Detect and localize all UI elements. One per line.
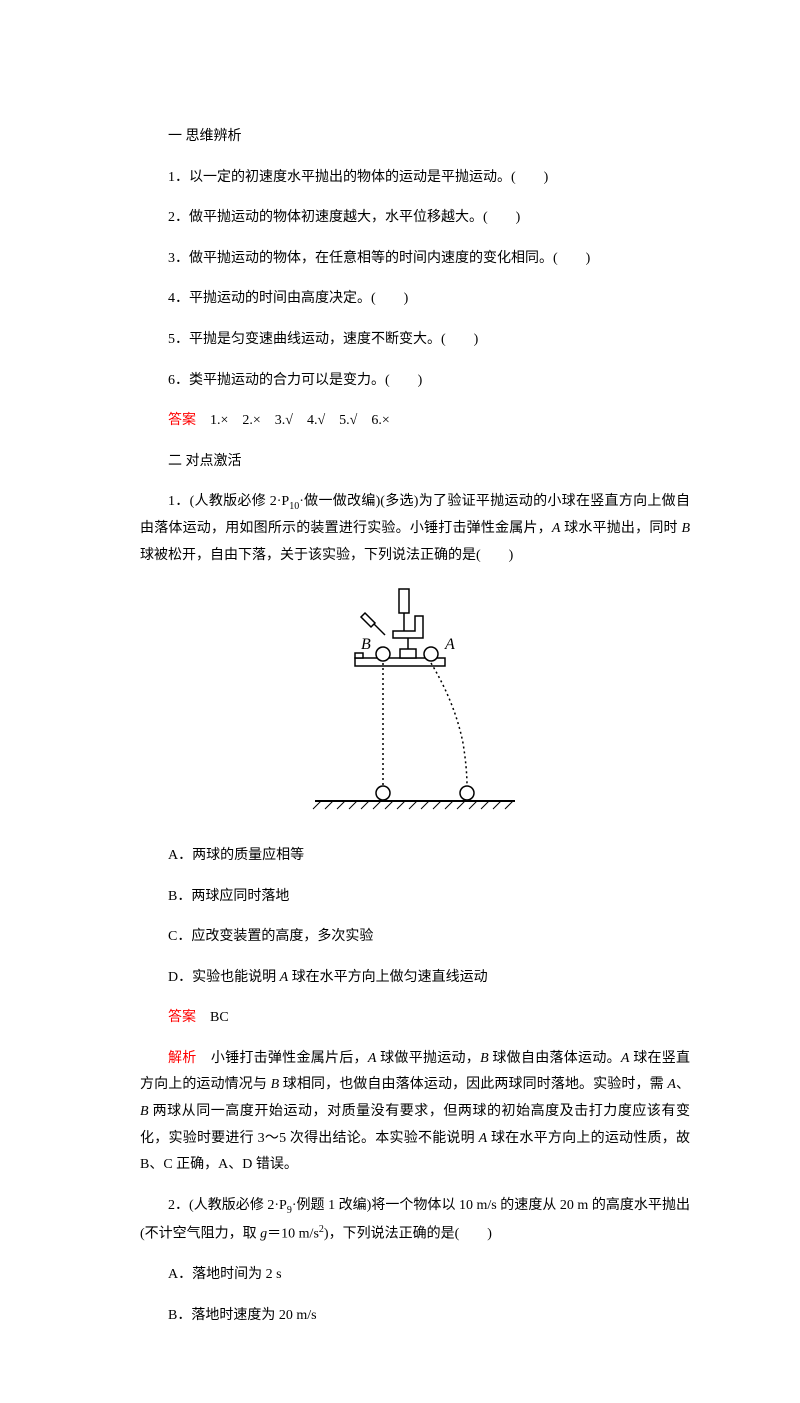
physics-diagram: B A — [305, 583, 525, 818]
s1-item1: 1．以一定的初速度水平抛出的物体的运动是平抛运动。( ) — [140, 165, 690, 192]
q1-B: B — [681, 521, 690, 536]
q1-exp-p5: 球相同，也做自由落体运动，因此两球同时落地。实验时，需 — [279, 1077, 667, 1092]
q2-stem-post: )，下列说法正确的是( ) — [324, 1226, 492, 1241]
q1-exp-A4: A — [479, 1131, 488, 1146]
q2-stem-pre: 2．(人教版必修 2·P — [168, 1198, 287, 1213]
q1-optD-post: 球在水平方向上做匀速直线运动 — [288, 970, 488, 985]
s1-answer-label: 答案 — [168, 413, 196, 428]
q1-optA: A．两球的质量应相等 — [140, 843, 690, 870]
s1-answer-text: 1.× 2.× 3.√ 4.√ 5.√ 6.× — [196, 413, 390, 428]
q1-explain: 解析 小锤打击弹性金属片后，A 球做平抛运动，B 球做自由落体运动。A 球在竖直… — [140, 1046, 690, 1179]
q1-exp-B1: B — [480, 1051, 489, 1066]
s1-answer-line: 答案 1.× 2.× 3.√ 4.√ 5.√ 6.× — [140, 408, 690, 435]
q1-optD-pre: D．实验也能说明 — [168, 970, 280, 985]
q2-stem: 2．(人教版必修 2·P9·例题 1 改编)将一个物体以 10 m/s 的速度从… — [140, 1193, 690, 1248]
section2-title: 二 对点激活 — [140, 449, 690, 476]
q1-exp-B3: B — [140, 1104, 149, 1119]
q1-exp-p6: 、 — [676, 1077, 690, 1092]
s1-item6: 6．类平抛运动的合力可以是变力。( ) — [140, 368, 690, 395]
q1-exp-A3: A — [667, 1077, 676, 1092]
q1-answer-line: 答案 BC — [140, 1005, 690, 1032]
q1-answer-text: BC — [196, 1010, 229, 1025]
s1-item2: 2．做平抛运动的物体初速度越大，水平位移越大。( ) — [140, 205, 690, 232]
q1-stem-mid: 球水平抛出，同时 — [560, 521, 677, 536]
q1-stem-pre: 1．(人教版必修 2·P — [168, 494, 289, 509]
q1-optD-italic: A — [280, 970, 289, 985]
q2-optA: A．落地时间为 2 s — [140, 1262, 690, 1289]
q1-stem-sub: 10 — [289, 501, 299, 512]
fig-label-A: A — [444, 636, 455, 653]
q2-optB: B．落地时速度为 20 m/s — [140, 1303, 690, 1330]
page: 一 思维辨析 1．以一定的初速度水平抛出的物体的运动是平抛运动。( ) 2．做平… — [0, 0, 800, 1403]
s1-item5: 5．平抛是匀变速曲线运动，速度不断变大。( ) — [140, 327, 690, 354]
q2-stem-mid2: ＝10 m/s — [267, 1226, 319, 1241]
s1-item4: 4．平抛运动的时间由高度决定。( ) — [140, 286, 690, 313]
q1-exp-p3: 球做自由落体运动。 — [489, 1051, 621, 1066]
q1-stem: 1．(人教版必修 2·P10·做一做改编)(多选)为了验证平抛运动的小球在竖直方… — [140, 489, 690, 569]
fig-label-B: B — [361, 636, 371, 653]
q1-exp-p1: 小锤打击弹性金属片后， — [197, 1051, 368, 1066]
q1-optD: D．实验也能说明 A 球在水平方向上做匀速直线运动 — [140, 965, 690, 992]
q1-exp-p2: 球做平抛运动， — [376, 1051, 480, 1066]
q2-g: g — [260, 1226, 267, 1241]
q1-exp-B2: B — [271, 1077, 280, 1092]
q1-explain-label: 解析 — [168, 1051, 197, 1066]
q1-optB: B．两球应同时落地 — [140, 884, 690, 911]
q1-figure: B A — [140, 583, 690, 829]
q1-stem-tail: 球被松开，自由下落，关于该实验，下列说法正确的是( ) — [140, 548, 513, 563]
q1-answer-label: 答案 — [168, 1010, 196, 1025]
section1-title: 一 思维辨析 — [140, 124, 690, 151]
s1-item3: 3．做平抛运动的物体，在任意相等的时间内速度的变化相同。( ) — [140, 246, 690, 273]
q1-optC: C．应改变装置的高度，多次实验 — [140, 924, 690, 951]
